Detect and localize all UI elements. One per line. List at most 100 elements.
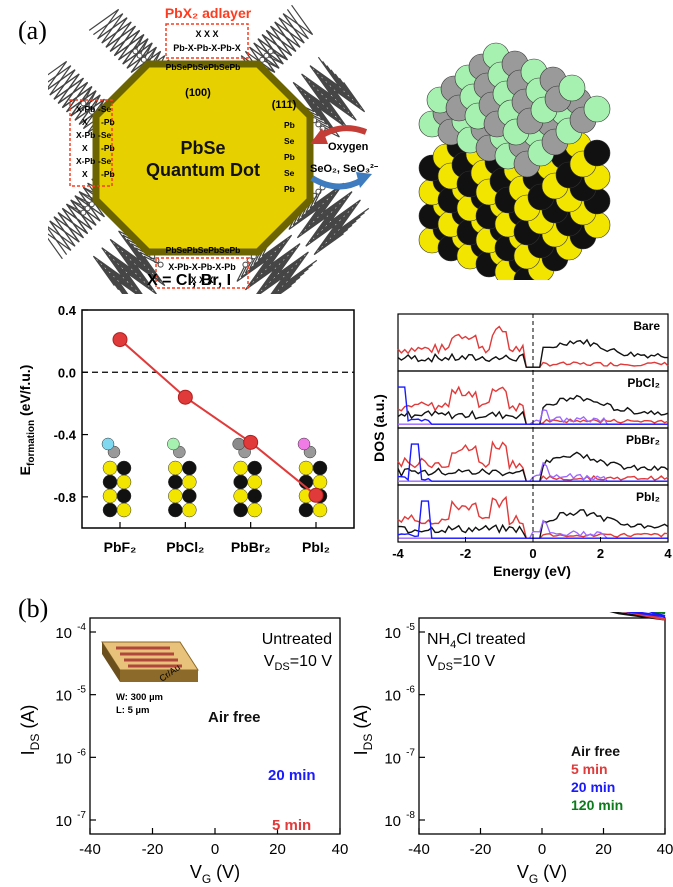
formation-stack-atom: [182, 488, 197, 504]
dos-panel-label: PbI₂: [636, 490, 660, 504]
formation-stack-atom: [168, 502, 183, 518]
dos-xtick-label: 2: [597, 546, 604, 561]
ligand-head: [136, 52, 143, 59]
formation-ytick-label: -0.8: [54, 490, 76, 505]
ligand-head: [80, 100, 87, 107]
formation-stack-atom: [168, 488, 183, 504]
ligand-head: [259, 56, 266, 63]
dos-panel-label: PbCl₂: [627, 376, 660, 390]
untreated-xtick-label: 0: [211, 841, 219, 858]
dos-curve-black: [397, 338, 669, 368]
ligand-chain: [288, 207, 344, 256]
dos-panel-label: Bare: [633, 319, 660, 333]
dos-chart: DOS (a.u.) Bare PbCl₂ PbBr₂ PbI₂ -4 -2 0 2 4 En…: [371, 313, 672, 579]
treated-xlabel: VG (V): [517, 862, 567, 886]
legend-air-free: Air free: [208, 709, 261, 726]
dos-xtick-label: -4: [392, 546, 404, 561]
formation-xtick-label: PbF₂: [104, 539, 137, 555]
dot-label-line2: Quantum Dot: [146, 160, 260, 180]
dot-label-line1: PbSe: [180, 138, 225, 158]
formation-xtick-label: PbI₂: [302, 539, 330, 555]
treated-xtick-label: 40: [657, 841, 673, 858]
treated-ytick-exp: -8: [406, 810, 415, 821]
formation-stack-atom: [116, 474, 132, 490]
formation-ytick-label: 0.0: [58, 365, 76, 380]
inset-width: W: 300 µm: [116, 692, 163, 703]
ligand-chain: [296, 199, 353, 247]
formation-stack-atom: [233, 460, 248, 476]
ligand-chain: [309, 73, 357, 130]
ligand-head: [88, 108, 95, 115]
ligand-chain: [292, 203, 349, 251]
formation-stack-atom: [232, 437, 245, 451]
formation-stack-atom: [116, 488, 132, 504]
formation-point: [243, 434, 259, 450]
untreated-title: Untreated: [262, 631, 332, 648]
untreated-ytick-exp: -5: [77, 685, 86, 696]
inset-length: L: 5 µm: [116, 705, 149, 716]
dos-panel-label: PbBr₂: [626, 433, 660, 447]
dos-ylabel: DOS (a.u.): [371, 394, 387, 462]
ligand-chain: [236, 259, 292, 294]
formation-stack-atom: [233, 502, 248, 518]
treated-ytick-exp: -6: [406, 685, 415, 696]
panel-label-b: (b): [18, 594, 49, 623]
dos-xtick-label: 4: [664, 546, 672, 561]
quantum-dot-schematic: PbSe Quantum Dot (100) (111) PbX₂ adlaye…: [48, 4, 378, 294]
halide-label: X = Cl, Br, I: [147, 272, 232, 289]
treated-ytick-exp: -5: [406, 622, 415, 633]
formation-stack-atom: [101, 437, 115, 451]
treated-xtick-label: -40: [408, 841, 430, 858]
facet-100-label: (100): [185, 87, 211, 99]
svg-text:X: X: [82, 143, 88, 153]
bottom-adlayer-box: [155, 257, 249, 289]
untreated-ytick-exp: -4: [77, 622, 86, 633]
top-adlayer-chain: Pb-X-Pb-X-Pb-X: [173, 43, 241, 53]
untreated-ytick-exp: -7: [77, 810, 86, 821]
bottom-adlayer-chain: X-Pb-X-Pb-X-Pb: [168, 262, 236, 272]
svg-text:X: X: [82, 169, 88, 179]
dos-xtick-label: 0: [529, 546, 536, 561]
legend-120-min: 120 min: [571, 797, 623, 813]
svg-text:Se: Se: [284, 168, 295, 178]
ligand-chain: [309, 186, 365, 235]
formation-stack-atom: [168, 474, 183, 490]
formation-ylabel: Eformation (eV/f.u.): [17, 365, 37, 476]
svg-text:-Pb: -Pb: [101, 143, 115, 153]
ligand-chain: [313, 182, 370, 230]
ligand-chain: [109, 247, 157, 294]
formation-stack-atom: [102, 474, 118, 490]
legend-5-min: 5 min: [571, 761, 608, 777]
ligand-head: [315, 121, 322, 128]
ligand-head: [132, 48, 139, 55]
ligand-chain: [249, 247, 305, 294]
left-adlayer-labels: X-Pb -Se X -Pb X-Pb -Se X -Pb X-Pb -Se X -Pb: [76, 104, 115, 179]
formation-stack-atom: [247, 460, 262, 476]
untreated-xtick-label: -20: [142, 841, 164, 858]
treated-ylabel: IDS (A): [351, 705, 375, 756]
dos-curve-blue: [398, 386, 668, 425]
svg-text:X-Pb: X-Pb: [76, 130, 95, 140]
treated-ytick-label: 10: [384, 688, 401, 705]
ligand-chain: [97, 234, 145, 291]
formation-stack-atom: [167, 437, 180, 451]
ligand-chain: [48, 203, 89, 260]
untreated-ytick-label: 10: [55, 813, 72, 830]
formation-stack-atom: [233, 488, 248, 504]
legend-20-min: 20 min: [268, 767, 316, 784]
top-adlayer-x: X X X: [195, 29, 218, 39]
ligand-chain: [265, 4, 314, 61]
dos-curve-red: [397, 325, 669, 368]
untreated-ytick-exp: -6: [77, 747, 86, 758]
svg-text:-Se: -Se: [98, 130, 112, 140]
oxide-arrow: [310, 175, 364, 190]
ligand-head: [88, 201, 95, 208]
right-surface-labels: Pb Se Pb Se Pb: [284, 120, 295, 194]
svg-text:-Pb: -Pb: [101, 169, 115, 179]
transfer-treated-chart: 10 -5 10 -6 10 -7 10 -8 -40 -20 0 20 40 NH4Cl treat…: [351, 612, 673, 886]
ligand-chain: [92, 230, 141, 286]
formation-energy-chart: 0.4 0.0 -0.4 -0.8 PbF₂ PbCl₂ PbBr₂ PbI₂ Eforma…: [17, 303, 355, 555]
ligand-head: [263, 52, 270, 59]
svg-text:Pb: Pb: [284, 152, 295, 162]
ligand-chain: [296, 61, 345, 117]
